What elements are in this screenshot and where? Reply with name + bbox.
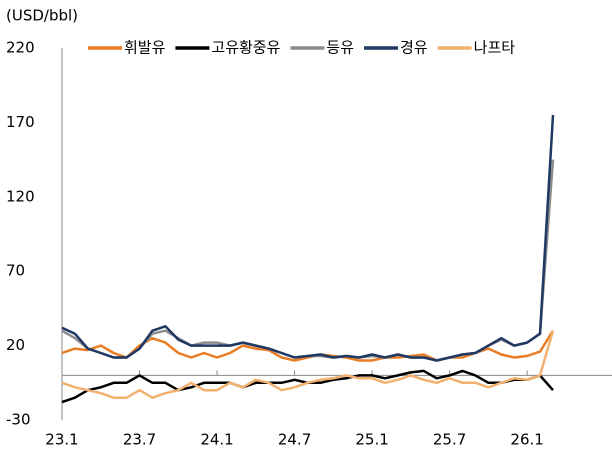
legend-label: 나프타: [474, 39, 516, 57]
x-tick-label: 25.7: [433, 431, 466, 449]
y-tick-label: 170: [6, 113, 35, 131]
x-tick-label: 25.1: [355, 431, 388, 449]
y-axis-label: (USD/bbl): [6, 7, 78, 25]
series-line: [61, 159, 555, 362]
y-tick-label: 70: [6, 262, 25, 280]
legend-label: 경유: [400, 39, 428, 57]
legend-label: 휘발유: [124, 39, 166, 57]
series-line: [61, 114, 555, 362]
y-tick-label: 20: [6, 336, 25, 354]
x-tick-label: 24.1: [200, 431, 233, 449]
legend-label: 고유황중유: [211, 39, 280, 57]
legend-label: 등유: [326, 39, 354, 57]
y-tick-label: -30: [6, 411, 31, 429]
x-tick-label: 23.7: [123, 431, 156, 449]
x-tick-label: 23.1: [45, 431, 78, 449]
series-line: [61, 330, 555, 399]
x-tick-label: 24.7: [278, 431, 311, 449]
y-tick-label: 220: [6, 39, 35, 57]
y-tick-label: 120: [6, 187, 35, 205]
x-tick-label: 26.1: [510, 431, 543, 449]
